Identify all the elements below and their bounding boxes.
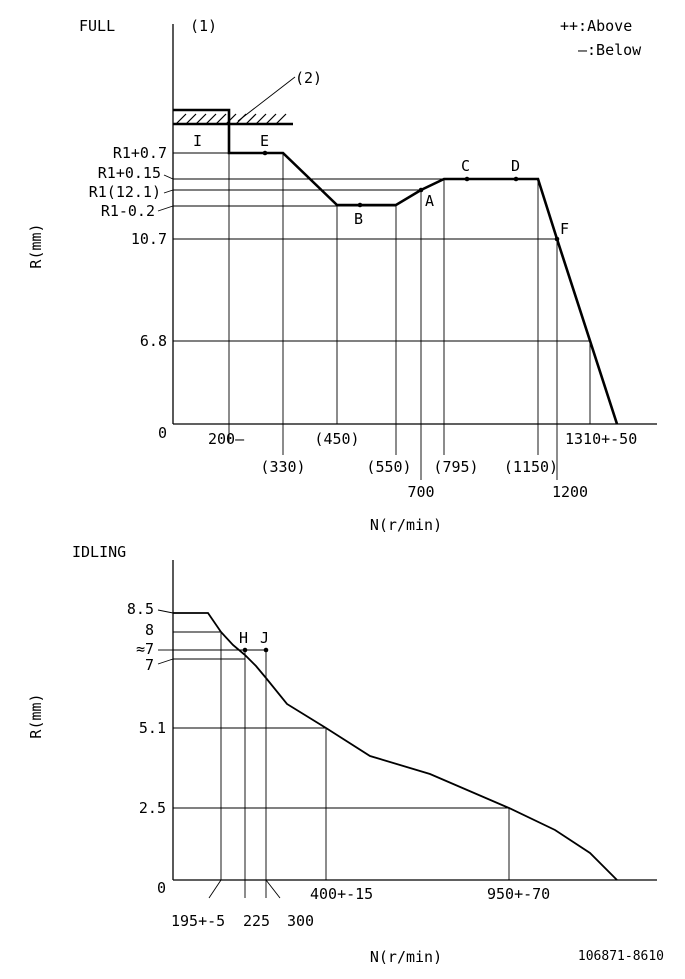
x-tick-550: (550) <box>366 458 411 476</box>
point-f-label: F <box>560 220 569 238</box>
idle-leader-7 <box>157 658 174 665</box>
idle-y-tick-2-5: 2.5 <box>139 799 166 817</box>
idle-y-tick-8-5: 8.5 <box>127 600 154 618</box>
x-tick-1310: 1310+-50 <box>565 430 637 448</box>
y-tick-r1-0-7: R1+0.7 <box>113 144 167 162</box>
x-tick-795: (795) <box>433 458 478 476</box>
point-b-dot <box>357 202 363 208</box>
idle-y-tick-8: 8 <box>145 621 154 639</box>
point-j-dot <box>263 647 269 653</box>
leader-r1 <box>163 189 174 194</box>
point-c-label: C <box>461 157 470 175</box>
idle-leader-300 <box>265 879 281 899</box>
idling-x-axis-label: N(r/min) <box>370 948 442 966</box>
legend-above: ++:Above <box>560 17 632 35</box>
idle-leader-195 <box>208 879 222 899</box>
y-tick-10-7: 10.7 <box>131 230 167 248</box>
idle-y-tick-5-1: 5.1 <box>139 719 166 737</box>
y-tick-r1-minus-0-2: R1-0.2 <box>101 202 155 220</box>
leader-r1-0-15 <box>163 174 174 180</box>
idle-x-tick-950: 950+-70 <box>487 885 550 903</box>
idle-leader-8-5 <box>157 609 174 614</box>
x-tick-330: (330) <box>260 458 305 476</box>
x-tick-200: 200— <box>208 430 245 448</box>
x-tick-1200: 1200 <box>552 483 588 501</box>
idle-x-tick-300: 300 <box>287 912 314 930</box>
point-c-dot <box>464 176 470 182</box>
legend-below: —:Below <box>578 41 642 59</box>
idle-y-tick-0: 0 <box>157 879 166 897</box>
idle-x-tick-225: 225 <box>243 912 270 930</box>
y-tick-r1-0-15: R1+0.15 <box>98 164 161 182</box>
idling-title: IDLING <box>72 543 126 561</box>
full-y-axis-label: R(mm) <box>27 223 45 268</box>
point-h-label: H <box>239 629 248 647</box>
marker-1: (1) <box>190 17 217 35</box>
point-j-label: J <box>260 629 269 647</box>
point-a-dot <box>418 187 424 193</box>
marker-2: (2) <box>295 69 322 87</box>
idle-y-tick-7: 7 <box>145 656 154 674</box>
x-tick-1150: (1150) <box>504 458 558 476</box>
idle-x-tick-195: 195+-5 <box>171 912 225 930</box>
stop-hatching <box>175 113 287 125</box>
idle-x-tick-400: 400+-15 <box>310 885 373 903</box>
full-x-axis-label: N(r/min) <box>370 516 442 534</box>
point-d-label: D <box>511 157 520 175</box>
idle-y-tick-approx-7: ≈7 <box>136 640 154 658</box>
point-f-dot <box>554 236 560 242</box>
x-tick-700: 700 <box>407 483 434 501</box>
point-e-label: E <box>260 132 269 150</box>
point-b-label: B <box>354 210 363 228</box>
y-tick-6-8: 6.8 <box>140 332 167 350</box>
idling-characteristic-curve <box>173 612 618 881</box>
full-title: FULL <box>79 17 115 35</box>
leader-r1-minus <box>157 205 174 212</box>
point-i-label: I <box>193 132 202 150</box>
y-tick-r1: R1(12.1) <box>89 183 161 201</box>
point-e-dot <box>262 150 268 156</box>
full-characteristic-curve <box>173 108 619 425</box>
document-id: 106871-8610 <box>578 949 664 964</box>
point-a-label: A <box>425 192 434 210</box>
y-tick-0: 0 <box>158 424 167 442</box>
marker-2-leader <box>237 76 296 122</box>
idling-y-axis-label: R(mm) <box>27 693 45 738</box>
point-h-dot <box>242 647 248 653</box>
point-d-dot <box>513 176 519 182</box>
x-tick-450: (450) <box>314 430 359 448</box>
